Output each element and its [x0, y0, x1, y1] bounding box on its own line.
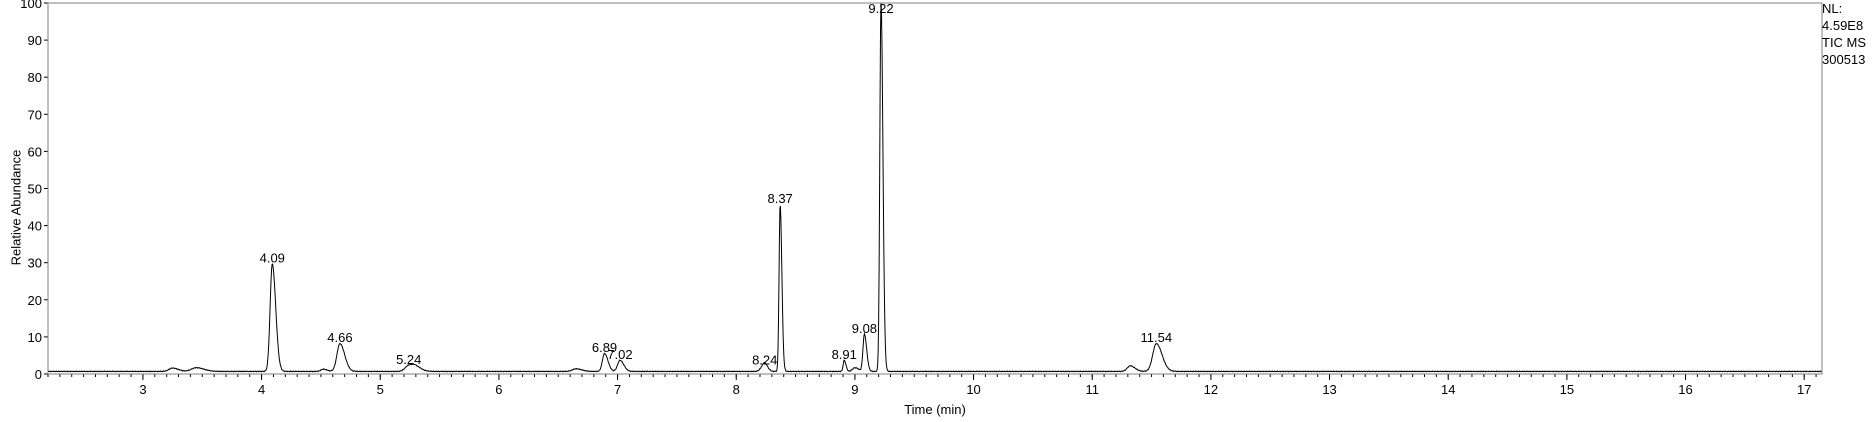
- y-tick-label: 0: [35, 367, 42, 382]
- x-tick-label: 11: [1085, 382, 1099, 397]
- y-tick-label: 70: [28, 107, 42, 122]
- sample-name: 300513: [1822, 52, 1866, 67]
- scan-filter: TIC MS: [1822, 35, 1867, 50]
- peak-label: 5.24: [396, 352, 421, 367]
- x-axis-ticks: 3 4 5 6 7 8 9 10 11 12 13 14 15 16 17: [47, 374, 1817, 397]
- x-tick-label: 4: [258, 382, 265, 397]
- x-tick-label: 16: [1678, 382, 1692, 397]
- x-tick-label: 17: [1797, 382, 1811, 397]
- x-tick-label: 10: [966, 382, 980, 397]
- x-tick-label: 7: [614, 382, 621, 397]
- peak-label: 4.09: [260, 250, 285, 265]
- peak-label: 11.54: [1141, 330, 1173, 345]
- x-tick-label: 6: [495, 382, 502, 397]
- y-tick-label: 10: [28, 330, 42, 345]
- y-axis-label: Relative Abundance: [8, 149, 24, 266]
- x-axis-label: Time (min): [904, 402, 966, 417]
- x-tick-label: 9: [851, 382, 858, 397]
- y-tick-label: 60: [28, 144, 42, 159]
- nl-label: NL:: [1822, 1, 1843, 16]
- x-tick-label: 15: [1560, 382, 1574, 397]
- peak-label: 9.22: [868, 1, 893, 16]
- x-tick-label: 14: [1441, 382, 1455, 397]
- peak-label: 8.91: [832, 347, 857, 362]
- y-tick-label: 90: [28, 33, 42, 48]
- peak-label: 4.66: [327, 330, 352, 345]
- peak-label: 6.89: [592, 340, 617, 355]
- plot-frame: [47, 2, 1823, 375]
- y-tick-label: 50: [28, 182, 42, 197]
- tic-trace: [47, 2, 1823, 373]
- x-tick-label: 5: [377, 382, 384, 397]
- peak-label: 8.37: [767, 191, 792, 206]
- peak-label: 7.02: [607, 347, 632, 362]
- x-tick-label: 8: [733, 382, 740, 397]
- y-tick-label: 20: [28, 293, 42, 308]
- nl-value: 4.59E8: [1822, 18, 1864, 33]
- x-tick-label: 3: [139, 382, 146, 397]
- y-tick-label: 80: [28, 70, 42, 85]
- y-tick-label: 30: [28, 256, 42, 271]
- y-tick-label: 100: [20, 0, 42, 11]
- x-tick-label: 12: [1204, 382, 1218, 397]
- y-axis-ticks: 0 10 20 30 40 50 60 70 80 90 100: [20, 0, 48, 382]
- trace-info: NL: 4.59E8 TIC MS 300513: [1822, 0, 1866, 68]
- peak-label: 8.24: [752, 352, 777, 367]
- peak-labels: 4.09 4.66 5.24 6.897.02 8.24 8.37 8.91 9.08 9.22…: [260, 1, 1172, 367]
- peak-label: 9.08: [852, 321, 877, 336]
- y-tick-label: 40: [28, 219, 42, 234]
- x-tick-label: 13: [1322, 382, 1336, 397]
